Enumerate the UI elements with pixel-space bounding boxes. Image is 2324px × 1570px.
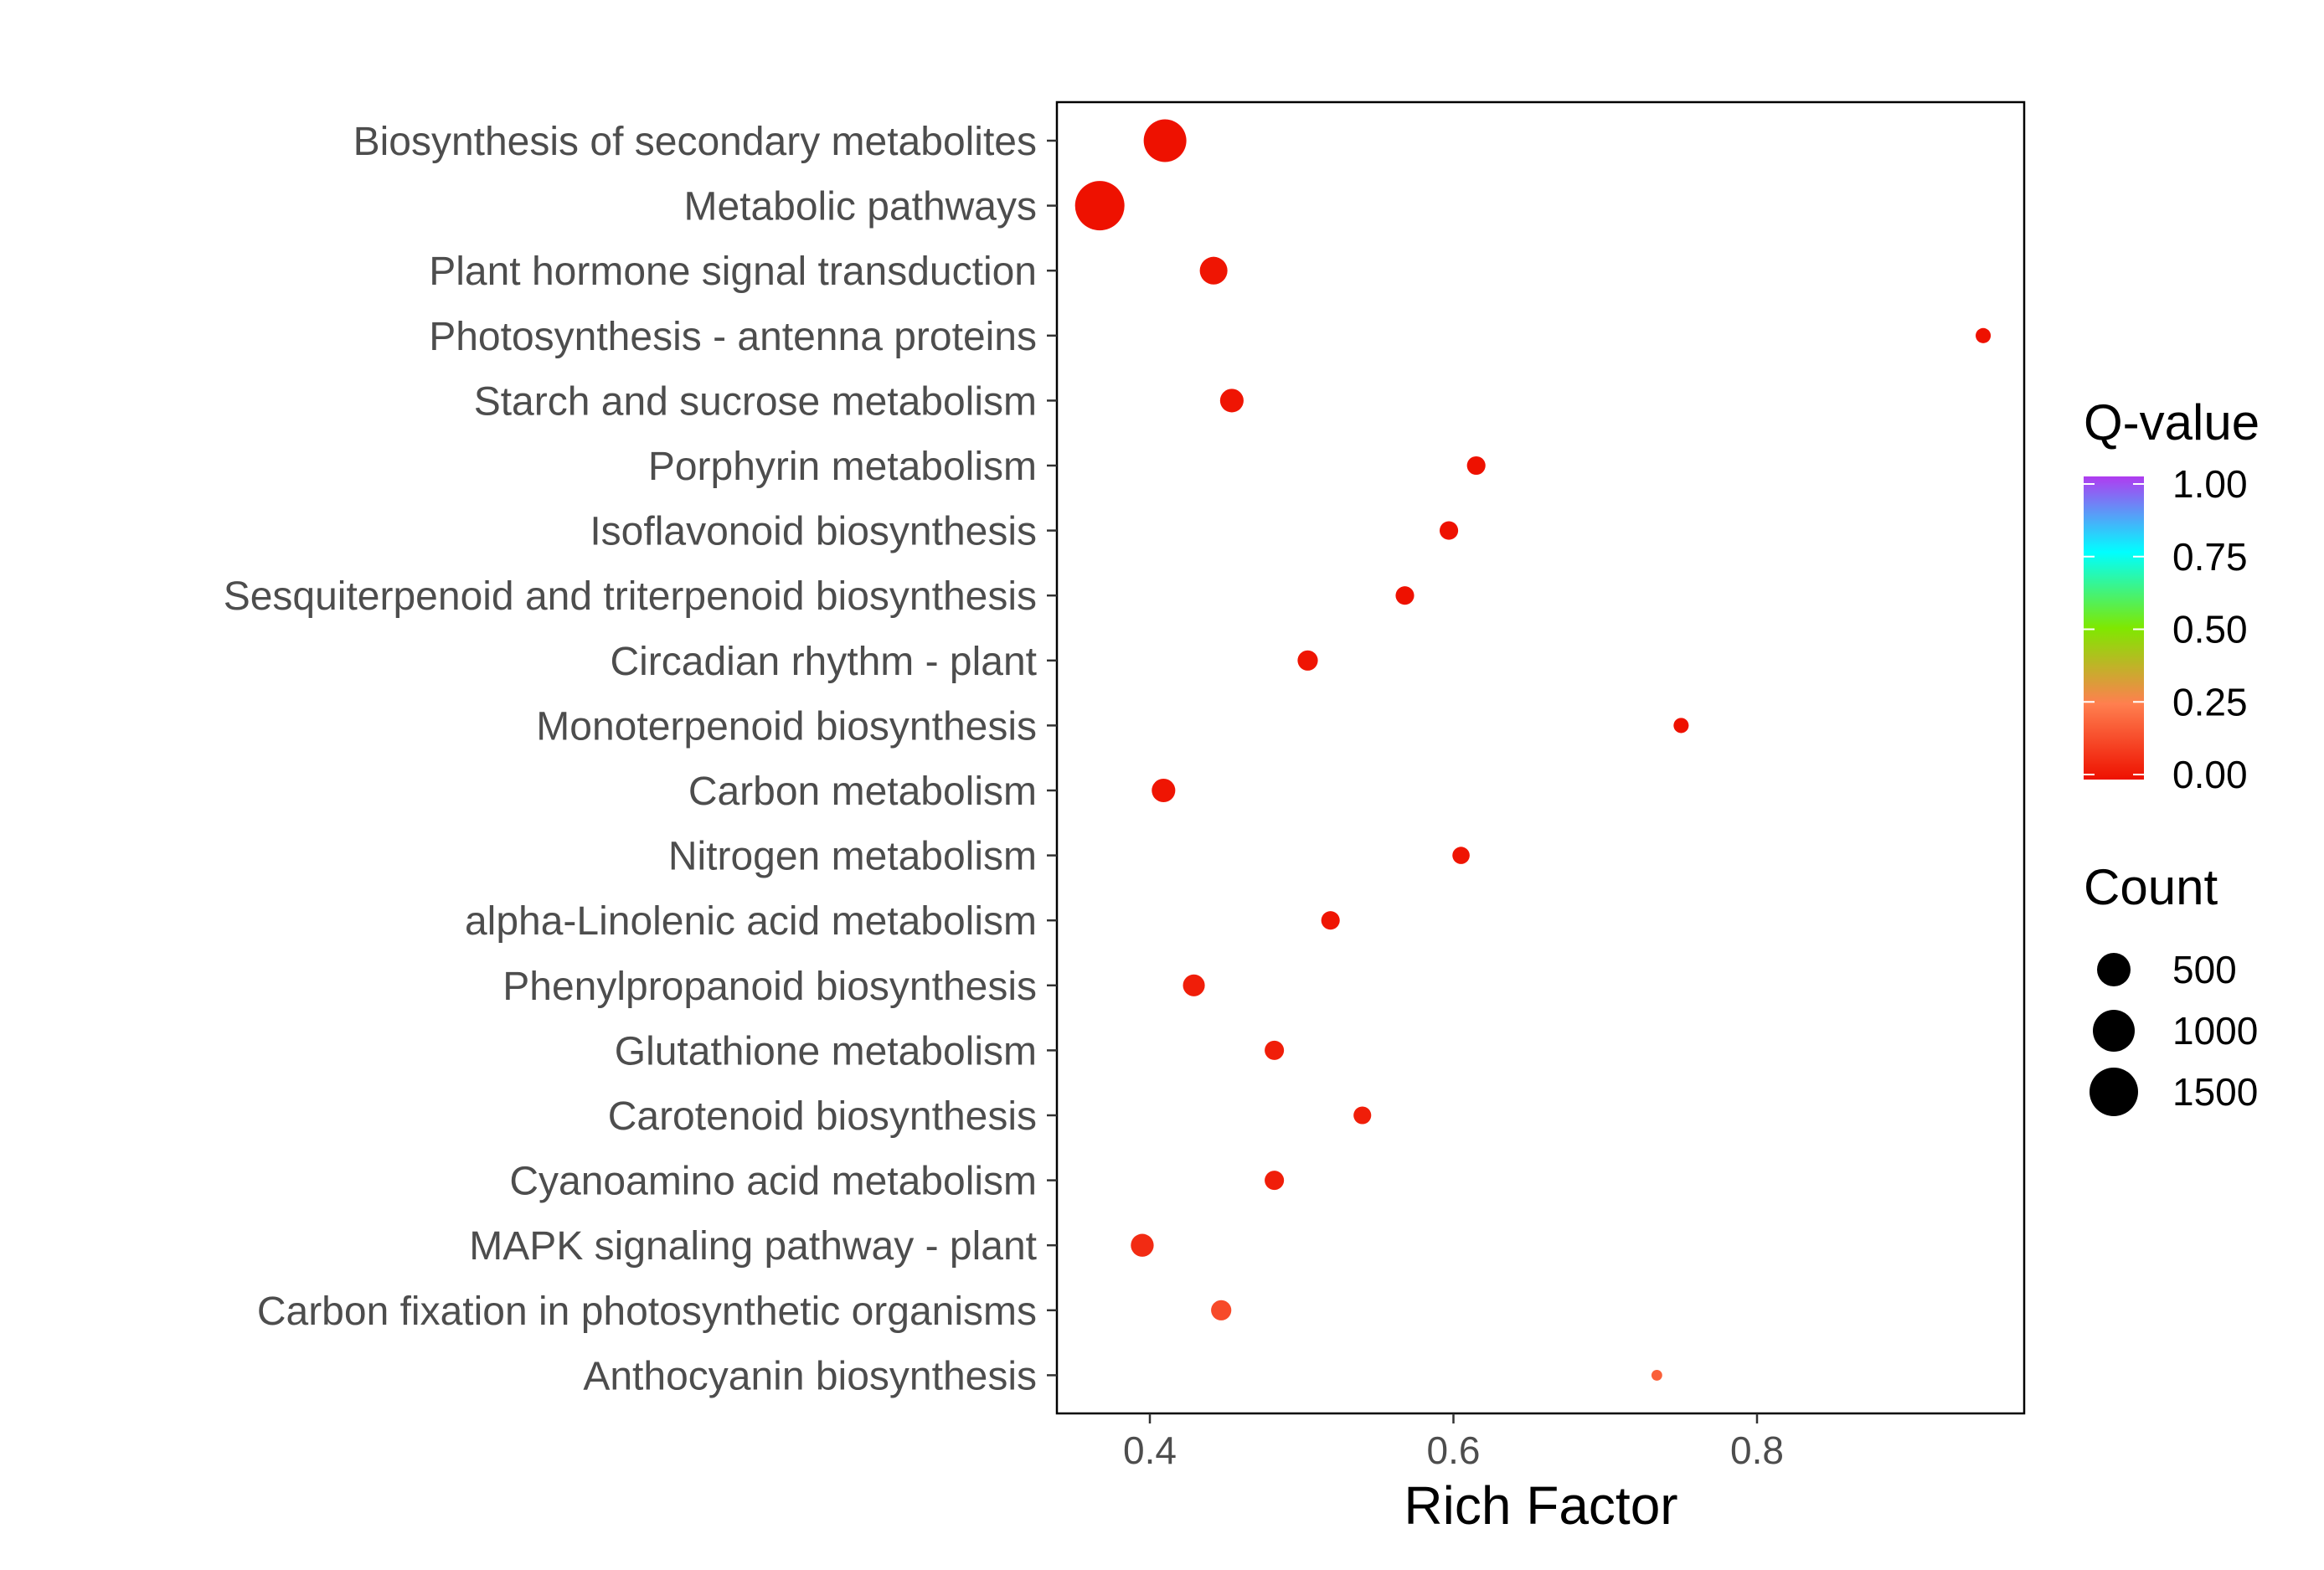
color-legend-label: 0.00 [2172, 753, 2248, 796]
data-point [1321, 911, 1340, 930]
y-tick-label: Biosynthesis of secondary metabolites [353, 120, 1037, 164]
data-point [1297, 650, 1318, 671]
y-tick-label: Starch and sucrose metabolism [474, 379, 1037, 424]
data-point [1199, 256, 1228, 285]
plot-panel [1055, 100, 2026, 1415]
x-tick-label: 0.4 [1123, 1428, 1177, 1472]
data-point [1211, 1300, 1232, 1320]
y-tick-label: Carbon metabolism [688, 770, 1037, 814]
data-point [1183, 974, 1205, 996]
y-tick-label: Plant hormone signal transduction [429, 250, 1037, 294]
size-legend-label: 1500 [2172, 1070, 2258, 1114]
data-point [1143, 119, 1187, 162]
y-tick-label: Circadian rhythm - plant [610, 640, 1037, 684]
data-point [1353, 1106, 1372, 1125]
data-point [1466, 456, 1486, 476]
y-tick-label: Isoflavonoid biosynthesis [590, 510, 1037, 554]
size-legend-label: 500 [2172, 948, 2237, 991]
y-tick-label: Monoterpenoid biosynthesis [536, 704, 1037, 749]
x-tick-label: 0.8 [1730, 1428, 1784, 1472]
data-point [1219, 389, 1244, 413]
y-tick-label: Anthocyanin biosynthesis [583, 1354, 1037, 1398]
size-legend-dot [2093, 1010, 2135, 1052]
data-point [1265, 1171, 1285, 1191]
x-axis-title: Rich Factor [1404, 1475, 1677, 1536]
y-tick-label: Porphyrin metabolism [648, 445, 1037, 489]
x-tick-label: 0.6 [1427, 1428, 1481, 1472]
y-tick-label: Sesquiterpenoid and triterpenoid biosynt… [224, 574, 1037, 619]
y-tick-label: Carotenoid biosynthesis [608, 1094, 1037, 1139]
y-tick-label: Metabolic pathways [683, 185, 1037, 229]
y-tick-label: Glutathione metabolism [615, 1029, 1037, 1073]
size-legend-label: 1000 [2172, 1009, 2258, 1053]
y-tick-label: MAPK signaling pathway - plant [469, 1224, 1037, 1269]
color-legend-label: 0.50 [2172, 608, 2248, 651]
data-point [1152, 778, 1176, 803]
size-legend-dot [2097, 953, 2131, 986]
y-tick-label: Nitrogen metabolism [668, 835, 1037, 879]
color-legend-title: Q-value [2084, 394, 2260, 450]
color-bar [2084, 476, 2144, 780]
y-tick-label: alpha-Linolenic acid metabolism [465, 899, 1037, 944]
color-legend-label: 1.00 [2172, 462, 2248, 506]
data-point [1074, 181, 1125, 231]
data-point [1673, 718, 1689, 734]
y-tick-label: Carbon fixation in photosynthetic organi… [257, 1289, 1037, 1334]
data-point [1265, 1040, 1285, 1060]
y-tick-label: Phenylpropanoid biosynthesis [502, 965, 1037, 1009]
y-tick-label: Photosynthesis - antenna proteins [429, 315, 1037, 359]
data-point [1131, 1233, 1154, 1257]
data-point [1395, 586, 1414, 605]
data-point [1452, 847, 1470, 864]
data-point [1976, 327, 1992, 343]
color-legend-label: 0.75 [2172, 535, 2248, 579]
data-point [1651, 1369, 1662, 1381]
data-point [1440, 521, 1459, 540]
color-legend-label: 0.25 [2172, 680, 2248, 723]
size-legend-title: Count [2084, 859, 2218, 915]
size-legend-dot [2090, 1068, 2138, 1116]
y-tick-label: Cyanoamino acid metabolism [509, 1160, 1037, 1204]
